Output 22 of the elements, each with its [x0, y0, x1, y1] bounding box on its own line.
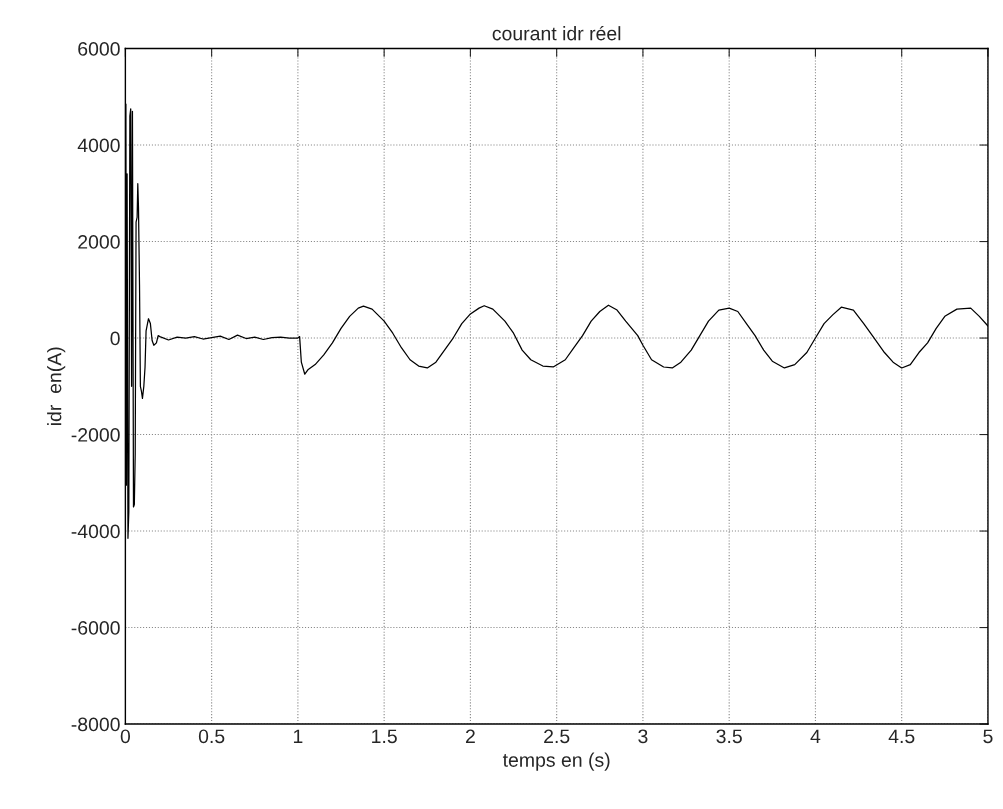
x-tick-label: 3.5 [716, 729, 742, 744]
x-tick-label: 1.5 [372, 729, 397, 744]
y-tick-label: -4000 [71, 524, 120, 539]
y-tick-label: 6000 [78, 42, 120, 56]
y-tick-label: 2000 [78, 235, 120, 249]
x-tick-label: 4 [810, 729, 821, 744]
y-tick-label: -8000 [71, 717, 120, 732]
y-axis-title: idr en(A) [47, 347, 66, 425]
x-tick-label: 0.5 [198, 729, 225, 744]
x-tick-label: 1 [293, 729, 303, 744]
x-tick-label: 0 [120, 729, 131, 744]
y-tick-label: 4000 [77, 138, 120, 153]
chart-title: courant idr réel [492, 25, 621, 41]
y-tick-label: -2000 [71, 428, 120, 442]
x-tick-label: 2.5 [544, 729, 570, 744]
x-tick-label: 2 [465, 729, 475, 744]
y-tick-label: -6000 [71, 621, 120, 635]
x-tick-label: 5 [983, 729, 993, 744]
x-tick-label: 3 [638, 729, 648, 744]
x-axis-title: temps en (s) [502, 752, 610, 771]
x-tick-label: 4.5 [888, 729, 915, 744]
y-tick-label: 0 [110, 331, 120, 346]
